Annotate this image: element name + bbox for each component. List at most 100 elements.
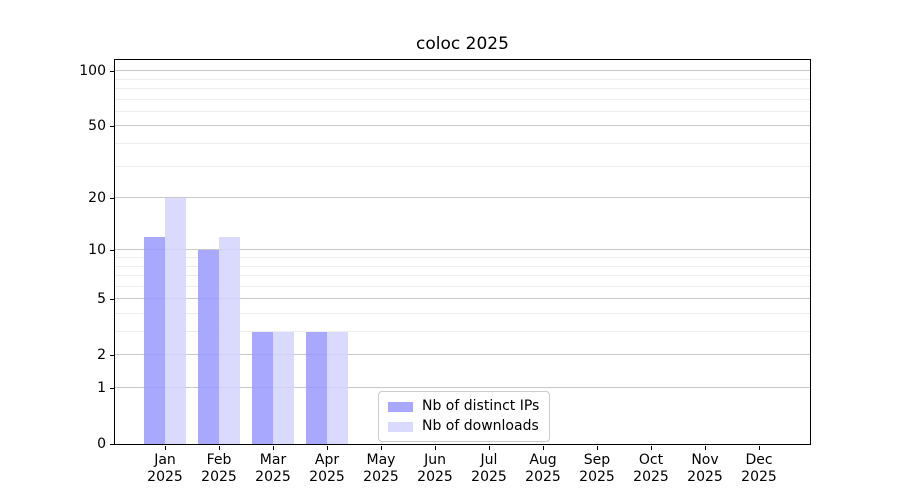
x-tick-year: 2025 [417, 469, 453, 485]
y-tick-label: 50 [88, 118, 106, 135]
legend: Nb of distinct IPs Nb of downloads [378, 391, 551, 442]
gridline-minor [115, 331, 810, 332]
gridline-minor [115, 265, 810, 267]
x-tick-month: Jun [424, 452, 446, 468]
x-tick-month: Jan [154, 452, 176, 468]
gridline-major [115, 249, 810, 251]
x-tick-mark [273, 446, 274, 450]
x-tick-mark [219, 446, 220, 450]
gridline-major [115, 387, 810, 388]
gridline-minor [115, 285, 810, 287]
gridline-major [115, 197, 810, 199]
x-tick-label: Sep 2025 [567, 452, 627, 486]
gridline-major [115, 70, 810, 72]
x-tick-month: Nov [691, 452, 719, 468]
x-tick-year: 2025 [201, 469, 237, 485]
y-tick-label: 0 [97, 436, 106, 452]
gridline-minor [115, 275, 810, 276]
x-tick-month: May [366, 452, 396, 468]
y-tick-label: 20 [88, 190, 106, 207]
bar-distinct-ips-feb [198, 250, 219, 444]
x-tick-year: 2025 [255, 469, 291, 485]
x-tick-label: Jun 2025 [405, 452, 465, 486]
plot-area [114, 59, 811, 445]
x-tick-label: Apr 2025 [297, 452, 357, 486]
y-tick-mark [110, 198, 114, 200]
x-tick-year: 2025 [363, 469, 399, 485]
x-tick-label: Jul 2025 [459, 452, 519, 486]
bar-downloads-feb [219, 236, 240, 444]
bar-distinct-ips-mar [252, 332, 273, 444]
y-tick-mark [110, 71, 114, 73]
x-tick-label: Jan 2025 [135, 452, 195, 486]
y-tick-label: 1 [97, 380, 106, 396]
x-tick-label: Nov 2025 [675, 452, 735, 486]
legend-label-downloads: Nb of downloads [422, 418, 539, 434]
bar-downloads-mar [273, 332, 294, 444]
y-tick-label: 5 [97, 291, 106, 308]
y-tick-mark [110, 299, 114, 301]
x-tick-month: Oct [638, 452, 664, 468]
x-tick-mark [543, 446, 544, 450]
x-tick-month: Jul [480, 452, 498, 468]
gridline-major [115, 125, 810, 127]
x-tick-label: Aug 2025 [513, 452, 573, 486]
x-tick-month: Sep [583, 452, 611, 468]
gridline-minor [115, 257, 810, 258]
gridline-minor [115, 165, 810, 167]
x-tick-year: 2025 [633, 469, 669, 485]
x-tick-month: Mar [259, 452, 287, 468]
x-tick-label: Oct 2025 [621, 452, 681, 486]
y-tick-label: 2 [97, 347, 106, 364]
gridline-minor [115, 313, 810, 314]
x-tick-month: Feb [206, 452, 232, 468]
x-tick-year: 2025 [687, 469, 723, 485]
x-tick-mark [489, 446, 490, 450]
x-tick-mark [381, 446, 382, 450]
x-tick-year: 2025 [147, 469, 183, 485]
x-tick-mark [327, 446, 328, 450]
bar-downloads-apr [327, 332, 348, 444]
legend-swatch-downloads [388, 421, 413, 432]
x-tick-label: Feb 2025 [189, 452, 249, 486]
y-tick-mark [110, 444, 114, 445]
x-tick-year: 2025 [579, 469, 615, 485]
x-tick-year: 2025 [309, 469, 345, 485]
legend-label-distinct-ips: Nb of distinct IPs [422, 398, 540, 414]
x-tick-mark [165, 446, 166, 450]
x-tick-month: Apr [314, 452, 340, 468]
x-tick-label: Dec 2025 [729, 452, 789, 486]
x-tick-label: May 2025 [351, 452, 411, 486]
x-tick-year: 2025 [525, 469, 561, 485]
x-tick-month: Aug [529, 452, 557, 468]
y-tick-label: 10 [88, 242, 106, 259]
y-tick-mark [110, 355, 114, 357]
y-tick-label: 100 [79, 63, 106, 80]
legend-row: Nb of distinct IPs [388, 399, 539, 414]
gridline-minor [115, 98, 810, 100]
bar-downloads-jan [165, 198, 186, 444]
legend-swatch-distinct-ips [388, 401, 413, 412]
chart-title: coloc 2025 [416, 34, 509, 54]
x-tick-mark [705, 446, 706, 450]
gridline-minor [115, 110, 810, 112]
gridline-minor [115, 78, 810, 80]
x-tick-mark [759, 446, 760, 450]
gridline-minor [115, 88, 810, 89]
gridline-minor [115, 143, 810, 144]
x-tick-month: Dec [745, 452, 773, 468]
x-tick-mark [651, 446, 652, 450]
bar-distinct-ips-jan [144, 236, 165, 444]
x-tick-year: 2025 [471, 469, 507, 485]
x-tick-label: Mar 2025 [243, 452, 303, 486]
y-tick-mark [110, 388, 114, 389]
x-tick-year: 2025 [741, 469, 777, 485]
gridline-major [115, 298, 810, 300]
bar-distinct-ips-apr [306, 332, 327, 444]
legend-row: Nb of downloads [388, 419, 539, 434]
y-tick-mark [110, 250, 114, 252]
x-tick-mark [597, 446, 598, 450]
gridline-major [115, 354, 810, 356]
x-tick-mark [435, 446, 436, 450]
